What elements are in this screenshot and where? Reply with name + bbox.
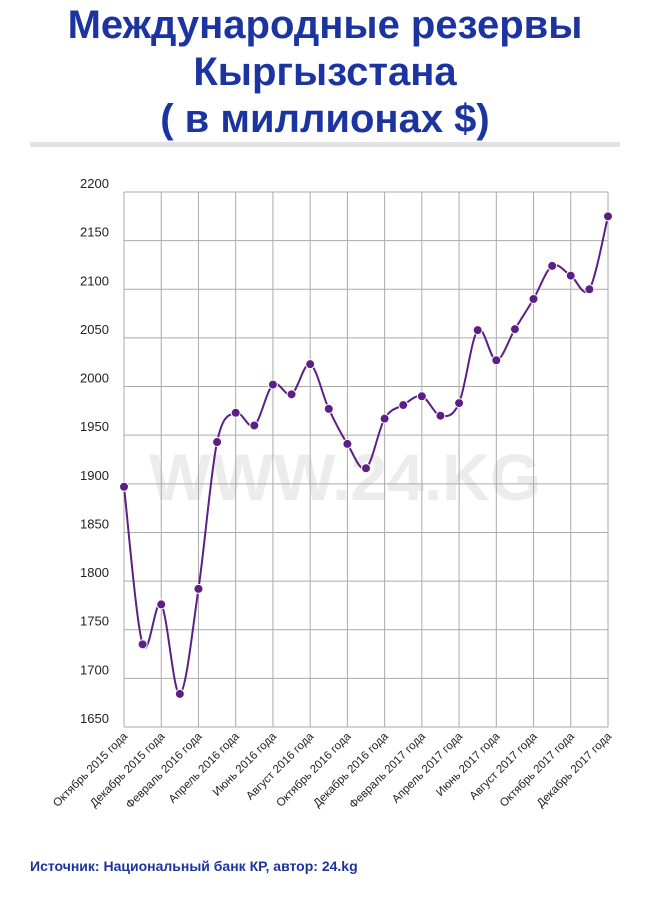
data-point bbox=[267, 379, 278, 390]
y-tick-label: 2150 bbox=[80, 225, 109, 240]
data-point bbox=[342, 438, 353, 449]
data-point bbox=[454, 398, 465, 409]
data-point bbox=[361, 463, 371, 474]
data-point bbox=[174, 688, 185, 699]
x-tick-label: Июнь 2016 года bbox=[211, 730, 280, 799]
data-point bbox=[435, 410, 446, 421]
data-point bbox=[323, 403, 334, 414]
y-tick-label: 1950 bbox=[80, 419, 109, 434]
data-point bbox=[509, 324, 520, 335]
y-tick-label: 1700 bbox=[80, 662, 109, 677]
data-point bbox=[379, 413, 390, 424]
y-tick-label: 2200 bbox=[80, 176, 109, 191]
title-line-3: ( в миллионах $) bbox=[160, 97, 490, 141]
y-tick-label: 2000 bbox=[80, 371, 109, 386]
data-point bbox=[416, 391, 427, 402]
y-tick-label: 2050 bbox=[80, 322, 109, 337]
y-tick-label: 1750 bbox=[80, 614, 109, 629]
data-point bbox=[305, 359, 316, 370]
data-point bbox=[193, 583, 204, 594]
data-point bbox=[547, 260, 558, 271]
chart-title: Международные резервы Кыргызстана ( в ми… bbox=[0, 2, 650, 143]
x-tick-label: Апрель 2016 года bbox=[167, 730, 243, 806]
data-point bbox=[584, 284, 595, 295]
x-tick-label: Август 2016 года bbox=[244, 730, 316, 802]
data-point bbox=[156, 599, 167, 610]
title-line-1: Международные резервы bbox=[67, 3, 583, 47]
x-tick-label: Август 2017 года bbox=[468, 730, 540, 802]
data-point bbox=[230, 407, 241, 418]
y-tick-label: 2100 bbox=[80, 273, 109, 288]
data-point bbox=[491, 355, 502, 366]
x-tick-label: Декабрь 2017 года bbox=[535, 730, 615, 810]
data-point bbox=[472, 325, 483, 336]
data-point bbox=[565, 270, 576, 281]
data-point bbox=[286, 389, 297, 400]
data-point bbox=[398, 400, 409, 411]
y-tick-label: 1900 bbox=[80, 468, 109, 483]
data-point bbox=[119, 481, 129, 492]
y-tick-label: 1850 bbox=[80, 516, 109, 531]
y-tick-label: 1800 bbox=[80, 565, 109, 580]
source-note: Источник: Национальный банк КР, автор: 2… bbox=[30, 858, 358, 874]
data-point bbox=[528, 294, 539, 304]
x-tick-label: Апрель 2017 года bbox=[390, 730, 466, 806]
data-point bbox=[137, 639, 148, 650]
title-line-2: Кыргызстана bbox=[193, 50, 457, 94]
data-point bbox=[249, 420, 260, 431]
data-point bbox=[212, 436, 223, 447]
data-point bbox=[603, 211, 613, 222]
y-tick-label: 1650 bbox=[80, 711, 109, 726]
x-tick-label: Июнь 2017 года bbox=[434, 730, 503, 799]
title-divider bbox=[30, 142, 620, 147]
